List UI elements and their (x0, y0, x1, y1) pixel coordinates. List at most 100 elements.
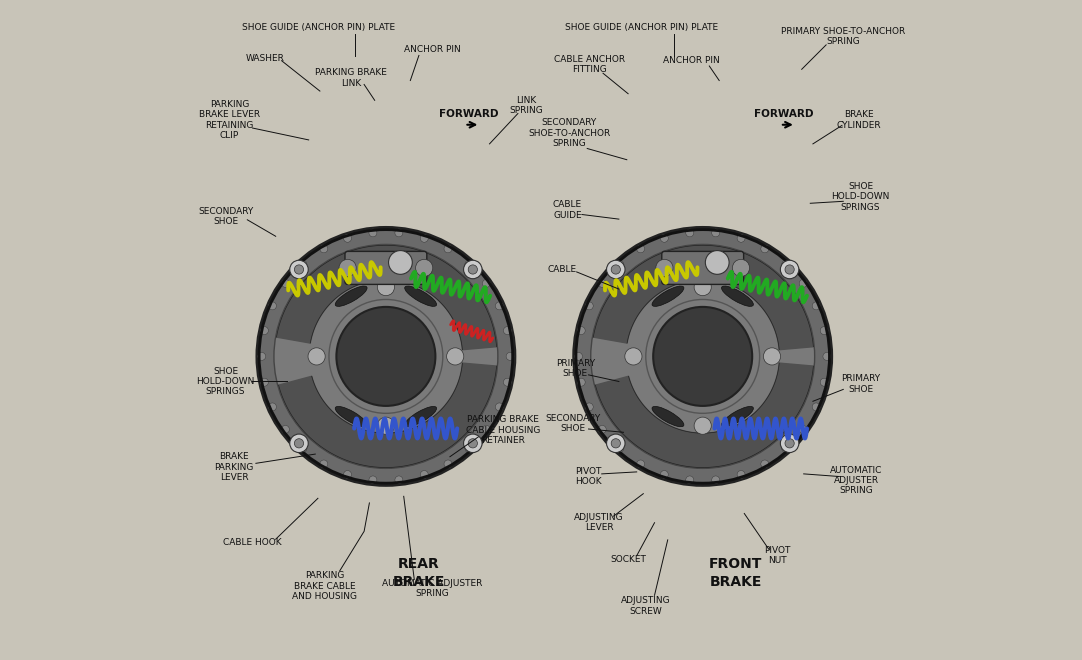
Text: SHOE
HOLD-DOWN
SPRINGS: SHOE HOLD-DOWN SPRINGS (831, 182, 889, 212)
Ellipse shape (722, 286, 753, 306)
Circle shape (290, 434, 308, 453)
Circle shape (611, 265, 620, 274)
Ellipse shape (335, 407, 367, 427)
Ellipse shape (405, 407, 437, 427)
Circle shape (503, 378, 512, 386)
Circle shape (636, 245, 645, 253)
Text: BRAKE
PARKING
LEVER: BRAKE PARKING LEVER (214, 452, 254, 482)
Circle shape (686, 229, 694, 237)
Circle shape (573, 228, 831, 485)
Circle shape (320, 245, 328, 253)
Circle shape (299, 445, 307, 453)
Circle shape (780, 434, 799, 453)
Circle shape (469, 265, 477, 274)
Text: ANCHOR PIN: ANCHOR PIN (405, 45, 461, 54)
Circle shape (823, 352, 831, 360)
Text: SECONDARY
SHOE: SECONDARY SHOE (545, 414, 601, 434)
Circle shape (705, 251, 729, 275)
Text: BRAKE
CYLINDER: BRAKE CYLINDER (836, 110, 882, 130)
Circle shape (607, 260, 625, 279)
Circle shape (463, 260, 483, 279)
FancyBboxPatch shape (662, 251, 743, 284)
Polygon shape (595, 363, 814, 467)
Circle shape (813, 302, 820, 310)
Ellipse shape (722, 407, 753, 427)
Circle shape (764, 348, 780, 365)
Text: CABLE HOOK: CABLE HOOK (223, 538, 281, 547)
Polygon shape (593, 246, 814, 350)
Circle shape (506, 352, 514, 360)
Circle shape (598, 426, 606, 434)
Circle shape (737, 471, 745, 478)
Circle shape (820, 378, 828, 386)
Polygon shape (278, 363, 497, 467)
Circle shape (420, 234, 428, 242)
Circle shape (712, 476, 720, 484)
Ellipse shape (335, 286, 367, 306)
Ellipse shape (652, 407, 684, 427)
Circle shape (820, 327, 828, 335)
Circle shape (712, 229, 720, 237)
Circle shape (503, 327, 512, 335)
Circle shape (465, 445, 473, 453)
Circle shape (369, 229, 377, 237)
Circle shape (420, 471, 428, 478)
Circle shape (444, 245, 452, 253)
Text: SECONDARY
SHOE-TO-ANCHOR
SPRING: SECONDARY SHOE-TO-ANCHOR SPRING (528, 118, 610, 148)
Circle shape (378, 279, 395, 296)
Circle shape (415, 259, 433, 277)
Circle shape (782, 260, 790, 268)
Circle shape (784, 265, 794, 274)
Text: PRIMARY
SHOE: PRIMARY SHOE (556, 358, 595, 378)
Circle shape (591, 244, 815, 469)
Text: SECONDARY
SHOE: SECONDARY SHOE (198, 207, 253, 226)
Circle shape (496, 403, 503, 411)
Circle shape (369, 476, 377, 484)
Circle shape (695, 279, 711, 296)
Circle shape (496, 302, 503, 310)
Circle shape (261, 378, 268, 386)
Text: AUTOMATIC ADJUSTER
SPRING: AUTOMATIC ADJUSTER SPRING (382, 579, 483, 599)
Circle shape (320, 460, 328, 468)
Circle shape (607, 434, 625, 453)
Circle shape (299, 260, 307, 268)
Circle shape (258, 352, 266, 360)
Circle shape (294, 265, 304, 274)
Text: ADJUSTING
LEVER: ADJUSTING LEVER (575, 513, 624, 533)
Circle shape (258, 228, 515, 485)
Circle shape (444, 460, 452, 468)
Circle shape (761, 460, 768, 468)
Text: FORWARD: FORWARD (754, 108, 814, 119)
Circle shape (686, 476, 694, 484)
Circle shape (268, 403, 276, 411)
Circle shape (660, 471, 669, 478)
Circle shape (274, 244, 498, 469)
Circle shape (308, 348, 326, 365)
Circle shape (575, 352, 582, 360)
Circle shape (737, 234, 745, 242)
Circle shape (578, 327, 585, 335)
Text: PARKING
BRAKE CABLE
AND HOUSING: PARKING BRAKE CABLE AND HOUSING (292, 571, 357, 601)
Text: SHOE GUIDE (ANCHOR PIN) PLATE: SHOE GUIDE (ANCHOR PIN) PLATE (242, 23, 395, 32)
Circle shape (695, 417, 711, 434)
Circle shape (660, 234, 669, 242)
Circle shape (483, 426, 490, 434)
Text: PRIMARY
SHOE: PRIMARY SHOE (841, 374, 880, 394)
Circle shape (654, 307, 752, 406)
Circle shape (395, 476, 403, 484)
Circle shape (784, 439, 794, 448)
Circle shape (585, 302, 593, 310)
Circle shape (624, 348, 642, 365)
Circle shape (344, 234, 352, 242)
Circle shape (339, 259, 356, 277)
Text: PIVOT
HOOK: PIVOT HOOK (576, 467, 602, 486)
Circle shape (761, 245, 768, 253)
Text: SHOE GUIDE (ANCHOR PIN) PLATE: SHOE GUIDE (ANCHOR PIN) PLATE (565, 23, 717, 32)
Text: SHOE
HOLD-DOWN
SPRINGS: SHOE HOLD-DOWN SPRINGS (196, 366, 254, 397)
Polygon shape (277, 246, 497, 350)
Circle shape (281, 426, 289, 434)
Circle shape (733, 259, 750, 277)
Circle shape (395, 229, 403, 237)
Circle shape (281, 279, 289, 287)
Circle shape (585, 403, 593, 411)
